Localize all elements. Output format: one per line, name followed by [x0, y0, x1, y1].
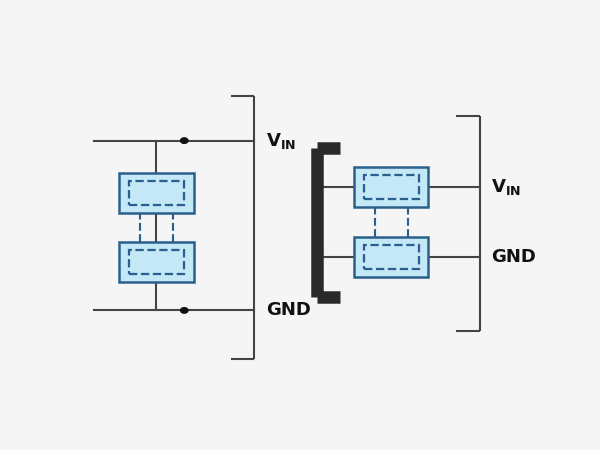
Bar [119, 242, 194, 282]
Bar [129, 250, 184, 274]
Circle shape [181, 308, 188, 313]
Text: GND: GND [266, 302, 311, 319]
Bar [354, 237, 428, 277]
Bar [364, 176, 419, 199]
Bar [364, 245, 419, 269]
Bar [119, 173, 194, 212]
Text: $\mathbf{V_{IN}}$: $\mathbf{V_{IN}}$ [491, 177, 521, 198]
Bar [129, 180, 184, 205]
Bar [354, 167, 428, 207]
Text: GND: GND [491, 248, 536, 266]
Circle shape [181, 138, 188, 144]
Text: $\mathbf{V_{IN}}$: $\mathbf{V_{IN}}$ [266, 130, 296, 151]
